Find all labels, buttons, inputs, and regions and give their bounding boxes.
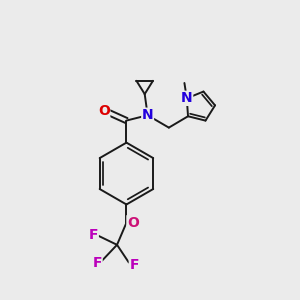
Text: N: N <box>142 108 154 122</box>
Text: F: F <box>92 256 102 270</box>
Text: O: O <box>127 216 139 230</box>
Text: F: F <box>89 228 98 242</box>
Text: O: O <box>98 104 110 118</box>
Text: N: N <box>181 91 193 105</box>
Text: F: F <box>129 258 139 272</box>
